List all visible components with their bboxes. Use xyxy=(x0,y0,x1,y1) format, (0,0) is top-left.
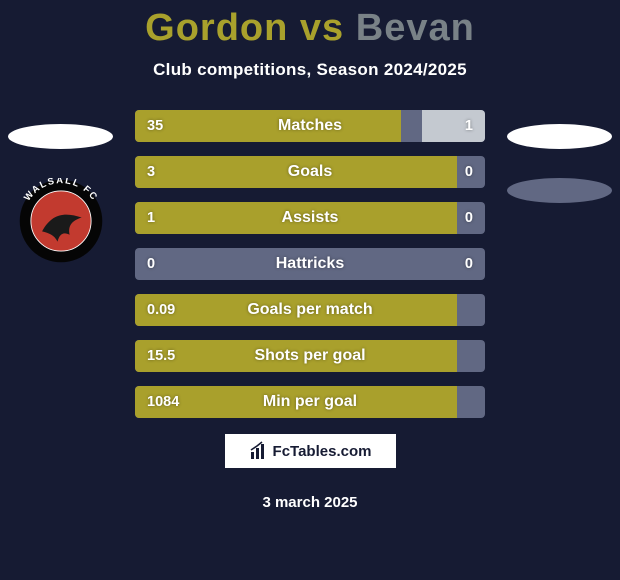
bar-left xyxy=(135,386,457,418)
title-connector: vs xyxy=(300,7,344,49)
stat-row: Assists10 xyxy=(135,202,485,234)
brand-text: FcTables.com xyxy=(273,443,372,460)
club-badge-right-2 xyxy=(507,178,612,203)
page-title: Gordon vs Bevan xyxy=(0,7,620,50)
stat-row: Shots per goal15.5 xyxy=(135,340,485,372)
stat-row: Goals per match0.09 xyxy=(135,294,485,326)
bar-right xyxy=(422,110,485,142)
stat-row: Min per goal1084 xyxy=(135,386,485,418)
bar-left xyxy=(135,294,457,326)
stat-value-right: 0 xyxy=(465,248,473,280)
stat-rows: Matches351Goals30Assists10Hattricks00Goa… xyxy=(135,110,485,418)
bar-left xyxy=(135,110,401,142)
bar-left xyxy=(135,202,457,234)
club-crest-left: WALSALL FC xyxy=(18,178,104,264)
stat-label: Hattricks xyxy=(135,248,485,280)
brand-icon xyxy=(249,441,269,461)
stat-value-right: 0 xyxy=(465,156,473,188)
stat-value-right: 0 xyxy=(465,202,473,234)
club-badge-left xyxy=(8,124,113,149)
brand-badge[interactable]: FcTables.com xyxy=(223,432,398,470)
subtitle: Club competitions, Season 2024/2025 xyxy=(0,60,620,80)
stat-value-left: 0 xyxy=(147,248,155,280)
player-left-name: Gordon xyxy=(145,7,288,49)
bar-left xyxy=(135,156,457,188)
club-badge-right-1 xyxy=(507,124,612,149)
bar-left xyxy=(135,340,457,372)
stat-row: Hattricks0 0 xyxy=(135,248,485,280)
footer-date: 3 march 2025 xyxy=(0,494,620,511)
stat-row: Goals30 xyxy=(135,156,485,188)
player-right-name: Bevan xyxy=(356,7,475,49)
comparison-card: Gordon vs Bevan Club competitions, Seaso… xyxy=(0,0,620,580)
crest-svg: WALSALL FC xyxy=(18,178,104,264)
stat-row: Matches351 xyxy=(135,110,485,142)
